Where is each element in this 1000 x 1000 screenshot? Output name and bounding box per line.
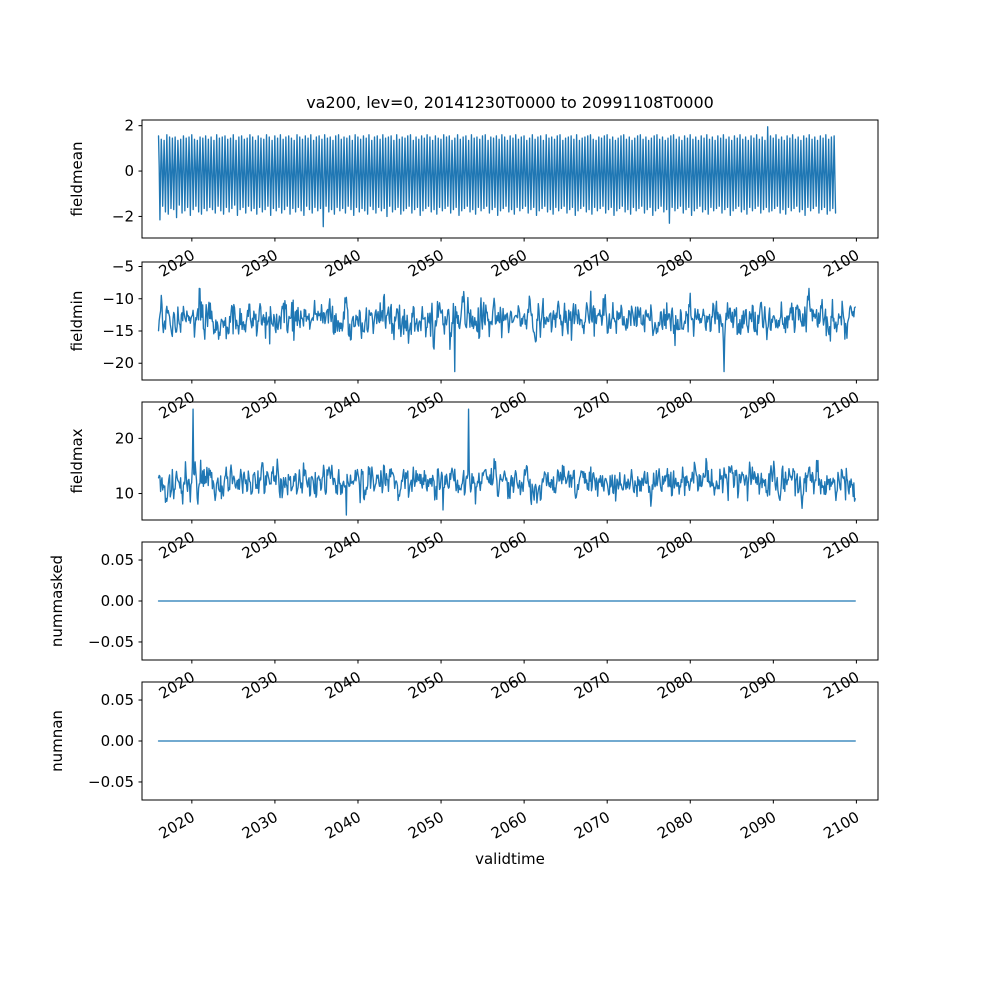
xtick-label-fieldmax-0: 2020 (156, 528, 198, 563)
xtick-label-fieldmean-0: 2020 (156, 246, 198, 281)
xtick-label-fieldmin-2: 2040 (322, 388, 364, 423)
ytick-label-nummasked-1: 0.00 (101, 592, 134, 610)
xtick-label-nummasked-5: 2070 (571, 668, 613, 703)
xtick-label-fieldmax-1: 2030 (239, 528, 281, 563)
xtick-label-fieldmax-4: 2060 (488, 528, 530, 563)
ylabel-nummasked: nummasked (48, 555, 66, 647)
xtick-label-nummasked-1: 2030 (239, 668, 281, 703)
ylabel-fieldmax: fieldmax (68, 428, 86, 493)
ytick-label-fieldmin-0: −5 (112, 258, 134, 276)
xtick-label-fieldmin-3: 2050 (405, 388, 447, 423)
xtick-label-nummasked-3: 2050 (405, 668, 447, 703)
xtick-label-fieldmean-5: 2070 (571, 246, 613, 281)
xtick-label-fieldmin-6: 2080 (654, 388, 696, 423)
panel-fieldmax: 20 10 fieldmax 2020 2030 2040 2050 2060 2070 2080… (68, 401, 879, 563)
xtick-label-nummasked-7: 2090 (737, 668, 779, 703)
panel-nummasked: 0.05 0.00 −0.05 nummasked 2020 2030 2040 2050 20… (48, 541, 879, 703)
xtick-label-numnan-6: 2080 (654, 808, 696, 843)
xtick-label-fieldmax-8: 2100 (820, 528, 862, 563)
xtick-label-nummasked-4: 2060 (488, 668, 530, 703)
axes-frame-fieldmax (141, 401, 879, 521)
panel-fieldmin: −5 −10 −15 −20 fieldmin 2020 2030 2040 2050 2060 2… (68, 258, 879, 423)
xtick-label-numnan-4: 2060 (488, 808, 530, 843)
xtick-label-numnan-5: 2070 (571, 808, 613, 843)
xtick-label-fieldmin-5: 2070 (571, 388, 613, 423)
ytick-label-fieldmean-2: −2 (112, 207, 134, 225)
axes-frame-fieldmean (141, 119, 879, 239)
xtick-label-fieldmin-0: 2020 (156, 388, 198, 423)
xtick-label-nummasked-6: 2080 (654, 668, 696, 703)
series-line-fieldmax (157, 408, 856, 516)
xtick-label-fieldmean-1: 2030 (239, 246, 281, 281)
xtick-label-fieldmax-3: 2050 (405, 528, 447, 563)
xtick-label-fieldmax-5: 2070 (571, 528, 613, 563)
ytick-label-nummasked-0: 0.05 (101, 551, 134, 569)
ylabel-numnan: numnan (48, 710, 66, 772)
series-line-fieldmean (157, 126, 837, 228)
xtick-label-numnan-0: 2020 (156, 808, 198, 843)
ytick-label-numnan-1: 0.00 (101, 732, 134, 750)
xtick-label-fieldmin-8: 2100 (820, 388, 862, 423)
ylabel-fieldmin: fieldmin (68, 291, 86, 352)
xtick-label-fieldmax-7: 2090 (737, 528, 779, 563)
ytick-label-numnan-0: 0.05 (101, 691, 134, 709)
xtick-label-numnan-1: 2030 (239, 808, 281, 843)
panel-fieldmean: 2 0 −2 fieldmean 2020 2030 2040 2050 2060 2070 208… (68, 117, 879, 281)
xlabel-validtime: validtime (475, 850, 545, 868)
xtick-label-fieldmean-7: 2090 (737, 246, 779, 281)
ytick-label-nummasked-2: −0.05 (88, 633, 134, 651)
xtick-label-numnan-8: 2100 (820, 808, 862, 843)
xtick-label-nummasked-0: 2020 (156, 668, 198, 703)
xtick-label-numnan-3: 2050 (405, 808, 447, 843)
xtick-label-fieldmean-6: 2080 (654, 246, 696, 281)
figure-title: va200, lev=0, 20141230T0000 to 20991108T… (306, 93, 714, 112)
ytick-label-fieldmin-2: −15 (102, 322, 134, 340)
xtick-label-fieldmin-1: 2030 (239, 388, 281, 423)
xtick-label-fieldmax-6: 2080 (654, 528, 696, 563)
panel-numnan: 0.05 0.00 −0.05 numnan 2020 2030 2040 2050 2060 2… (48, 681, 879, 843)
series-line-fieldmin (157, 287, 856, 373)
xtick-label-fieldmean-3: 2050 (405, 246, 447, 281)
xtick-label-fieldmean-8: 2100 (820, 246, 862, 281)
xtick-label-numnan-2: 2040 (322, 808, 364, 843)
xtick-label-nummasked-8: 2100 (820, 668, 862, 703)
ytick-label-fieldmin-1: −10 (102, 290, 134, 308)
xtick-label-nummasked-2: 2040 (322, 668, 364, 703)
ytick-label-numnan-2: −0.05 (88, 773, 134, 791)
xtick-label-numnan-7: 2090 (737, 808, 779, 843)
ytick-label-fieldmax-1: 10 (115, 485, 134, 503)
xtick-label-fieldmax-2: 2040 (322, 528, 364, 563)
ytick-label-fieldmax-0: 20 (115, 429, 134, 447)
ytick-label-fieldmean-0: 2 (124, 117, 134, 135)
xtick-label-fieldmin-4: 2060 (488, 388, 530, 423)
ytick-label-fieldmean-1: 0 (124, 162, 134, 180)
xtick-label-fieldmean-4: 2060 (488, 246, 530, 281)
ylabel-fieldmean: fieldmean (68, 142, 86, 217)
ytick-label-fieldmin-3: −20 (102, 354, 134, 372)
xtick-label-fieldmean-2: 2040 (322, 246, 364, 281)
xtick-label-fieldmin-7: 2090 (737, 388, 779, 423)
axes-frame-fieldmin (141, 261, 879, 381)
